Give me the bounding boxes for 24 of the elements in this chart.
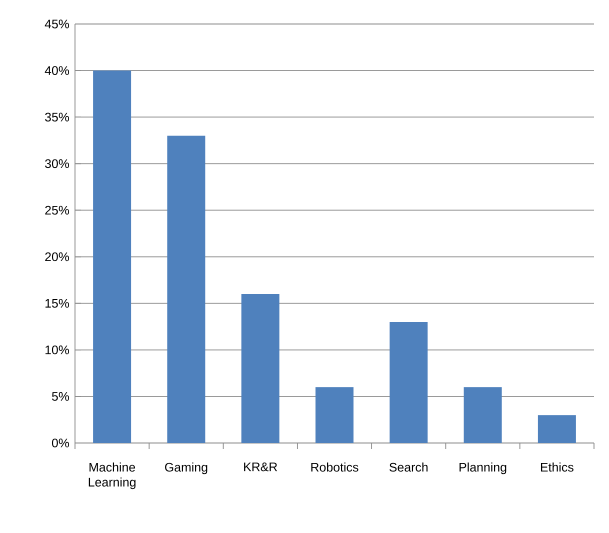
bar [93, 70, 132, 443]
bar [538, 415, 576, 443]
y-tick-label: 25% [45, 206, 70, 215]
x-tick-label: Robotics [311, 462, 358, 472]
bar [241, 294, 280, 443]
y-tick-label: 10% [46, 345, 70, 354]
y-tick-label: 5% [52, 392, 70, 401]
x-tick-label: Gaming [165, 462, 208, 474]
x-tick-label: Machine Learning [88, 462, 136, 490]
bar [316, 387, 354, 443]
x-tick-label: Ethics [540, 462, 574, 472]
bar [390, 322, 428, 443]
bar [167, 136, 206, 443]
x-tick-label: KR&R [244, 462, 278, 472]
y-tick-label: 40% [44, 66, 70, 75]
y-tick-label: 35% [45, 112, 70, 122]
y-tick-label: 15% [46, 298, 70, 308]
y-tick-label: 30% [45, 159, 70, 168]
y-tick-label: 20% [45, 252, 70, 262]
x-tick-label: Planning [460, 462, 506, 474]
y-tick-label: 45% [44, 20, 70, 28]
bar [464, 387, 502, 443]
x-tick-label: Search [389, 462, 428, 472]
y-tick-label: 0% [52, 438, 70, 448]
